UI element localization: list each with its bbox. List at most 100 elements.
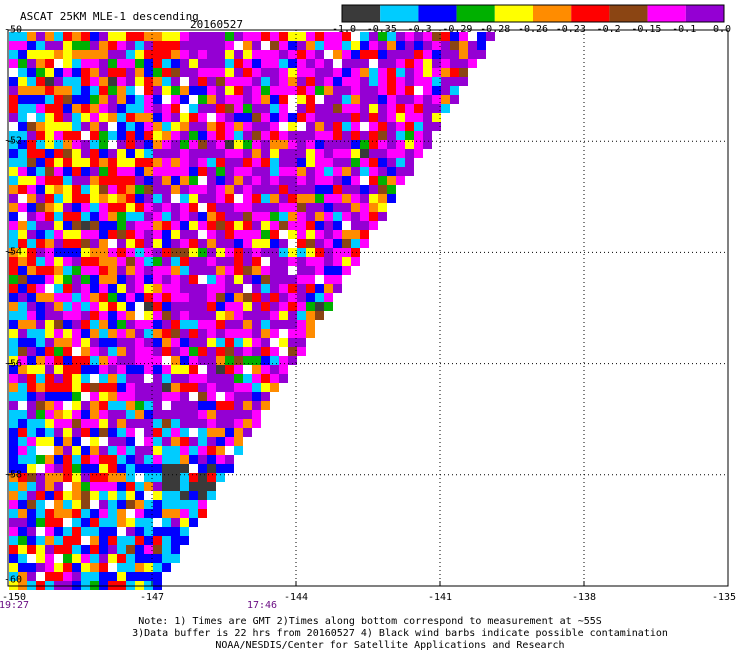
time-label-right: 17:46 xyxy=(246,600,278,611)
mle-pixel xyxy=(162,50,171,59)
mle-pixel xyxy=(279,131,288,140)
mle-pixel xyxy=(9,473,18,482)
mle-pixel xyxy=(72,95,81,104)
mle-pixel xyxy=(288,41,297,50)
mle-pixel xyxy=(36,185,45,194)
mle-pixel xyxy=(459,41,468,50)
mle-pixel xyxy=(189,383,198,392)
mle-pixel xyxy=(18,374,27,383)
mle-pixel xyxy=(162,41,171,50)
mle-pixel xyxy=(36,383,45,392)
mle-pixel xyxy=(108,437,117,446)
mle-pixel xyxy=(90,338,99,347)
mle-pixel xyxy=(306,194,315,203)
mle-pixel xyxy=(54,104,63,113)
mle-pixel xyxy=(315,113,324,122)
mle-pixel xyxy=(270,212,279,221)
mle-pixel xyxy=(126,284,135,293)
mle-pixel xyxy=(63,554,72,563)
mle-pixel xyxy=(333,158,342,167)
colorbar-swatch xyxy=(647,5,686,22)
mle-pixel xyxy=(54,365,63,374)
mle-pixel xyxy=(45,293,54,302)
colorbar-tick-label: -1.0 xyxy=(331,24,357,35)
mle-pixel xyxy=(189,68,198,77)
mle-pixel xyxy=(45,158,54,167)
mle-pixel xyxy=(72,401,81,410)
mle-pixel xyxy=(153,230,162,239)
mle-pixel xyxy=(135,104,144,113)
mle-pixel xyxy=(9,185,18,194)
mle-pixel xyxy=(198,113,207,122)
mle-pixel xyxy=(117,266,126,275)
mle-pixel xyxy=(153,365,162,374)
mle-pixel xyxy=(45,185,54,194)
mle-pixel xyxy=(369,122,378,131)
mle-pixel xyxy=(297,293,306,302)
mle-pixel xyxy=(414,50,423,59)
mle-pixel xyxy=(270,275,279,284)
mle-pixel xyxy=(306,275,315,284)
mle-pixel xyxy=(207,86,216,95)
mle-pixel xyxy=(18,167,27,176)
mle-pixel xyxy=(225,410,234,419)
mle-pixel xyxy=(351,113,360,122)
mle-pixel xyxy=(126,293,135,302)
mle-pixel xyxy=(144,185,153,194)
mle-pixel xyxy=(261,239,270,248)
mle-pixel xyxy=(315,41,324,50)
mle-pixel xyxy=(81,176,90,185)
mle-pixel xyxy=(90,527,99,536)
mle-pixel xyxy=(189,140,198,149)
mle-pixel xyxy=(189,257,198,266)
mle-pixel xyxy=(63,131,72,140)
mle-pixel xyxy=(189,248,198,257)
mle-pixel xyxy=(81,293,90,302)
mle-pixel xyxy=(9,347,18,356)
mle-pixel xyxy=(9,203,18,212)
mle-pixel xyxy=(153,572,162,581)
mle-pixel xyxy=(126,239,135,248)
mle-pixel xyxy=(351,59,360,68)
mle-pixel xyxy=(108,311,117,320)
mle-pixel xyxy=(27,203,36,212)
mle-pixel xyxy=(108,113,117,122)
mle-pixel xyxy=(279,95,288,104)
mle-pixel xyxy=(378,95,387,104)
mle-pixel xyxy=(117,383,126,392)
mle-pixel xyxy=(36,545,45,554)
mle-pixel xyxy=(477,41,486,50)
mle-pixel xyxy=(243,158,252,167)
mle-pixel xyxy=(54,446,63,455)
mle-pixel xyxy=(180,149,189,158)
mle-pixel xyxy=(198,149,207,158)
mle-pixel xyxy=(234,86,243,95)
mle-pixel xyxy=(90,50,99,59)
mle-pixel xyxy=(126,410,135,419)
mle-pixel xyxy=(216,374,225,383)
mle-pixel xyxy=(63,392,72,401)
mle-pixel xyxy=(243,149,252,158)
mle-pixel xyxy=(243,374,252,383)
mle-pixel xyxy=(270,122,279,131)
mle-pixel xyxy=(162,392,171,401)
mle-pixel xyxy=(288,302,297,311)
mle-pixel xyxy=(162,158,171,167)
mle-pixel xyxy=(126,86,135,95)
mle-pixel xyxy=(225,131,234,140)
mle-pixel xyxy=(225,383,234,392)
mle-pixel xyxy=(225,248,234,257)
mle-pixel xyxy=(72,329,81,338)
mle-pixel xyxy=(99,221,108,230)
mle-pixel xyxy=(369,77,378,86)
mle-pixel xyxy=(81,122,90,131)
mle-pixel xyxy=(18,158,27,167)
mle-pixel xyxy=(297,302,306,311)
mle-pixel xyxy=(9,248,18,257)
mle-pixel xyxy=(45,419,54,428)
mle-pixel xyxy=(279,32,288,41)
mle-pixel xyxy=(270,257,279,266)
mle-pixel xyxy=(171,392,180,401)
mle-pixel xyxy=(99,554,108,563)
mle-pixel xyxy=(324,302,333,311)
